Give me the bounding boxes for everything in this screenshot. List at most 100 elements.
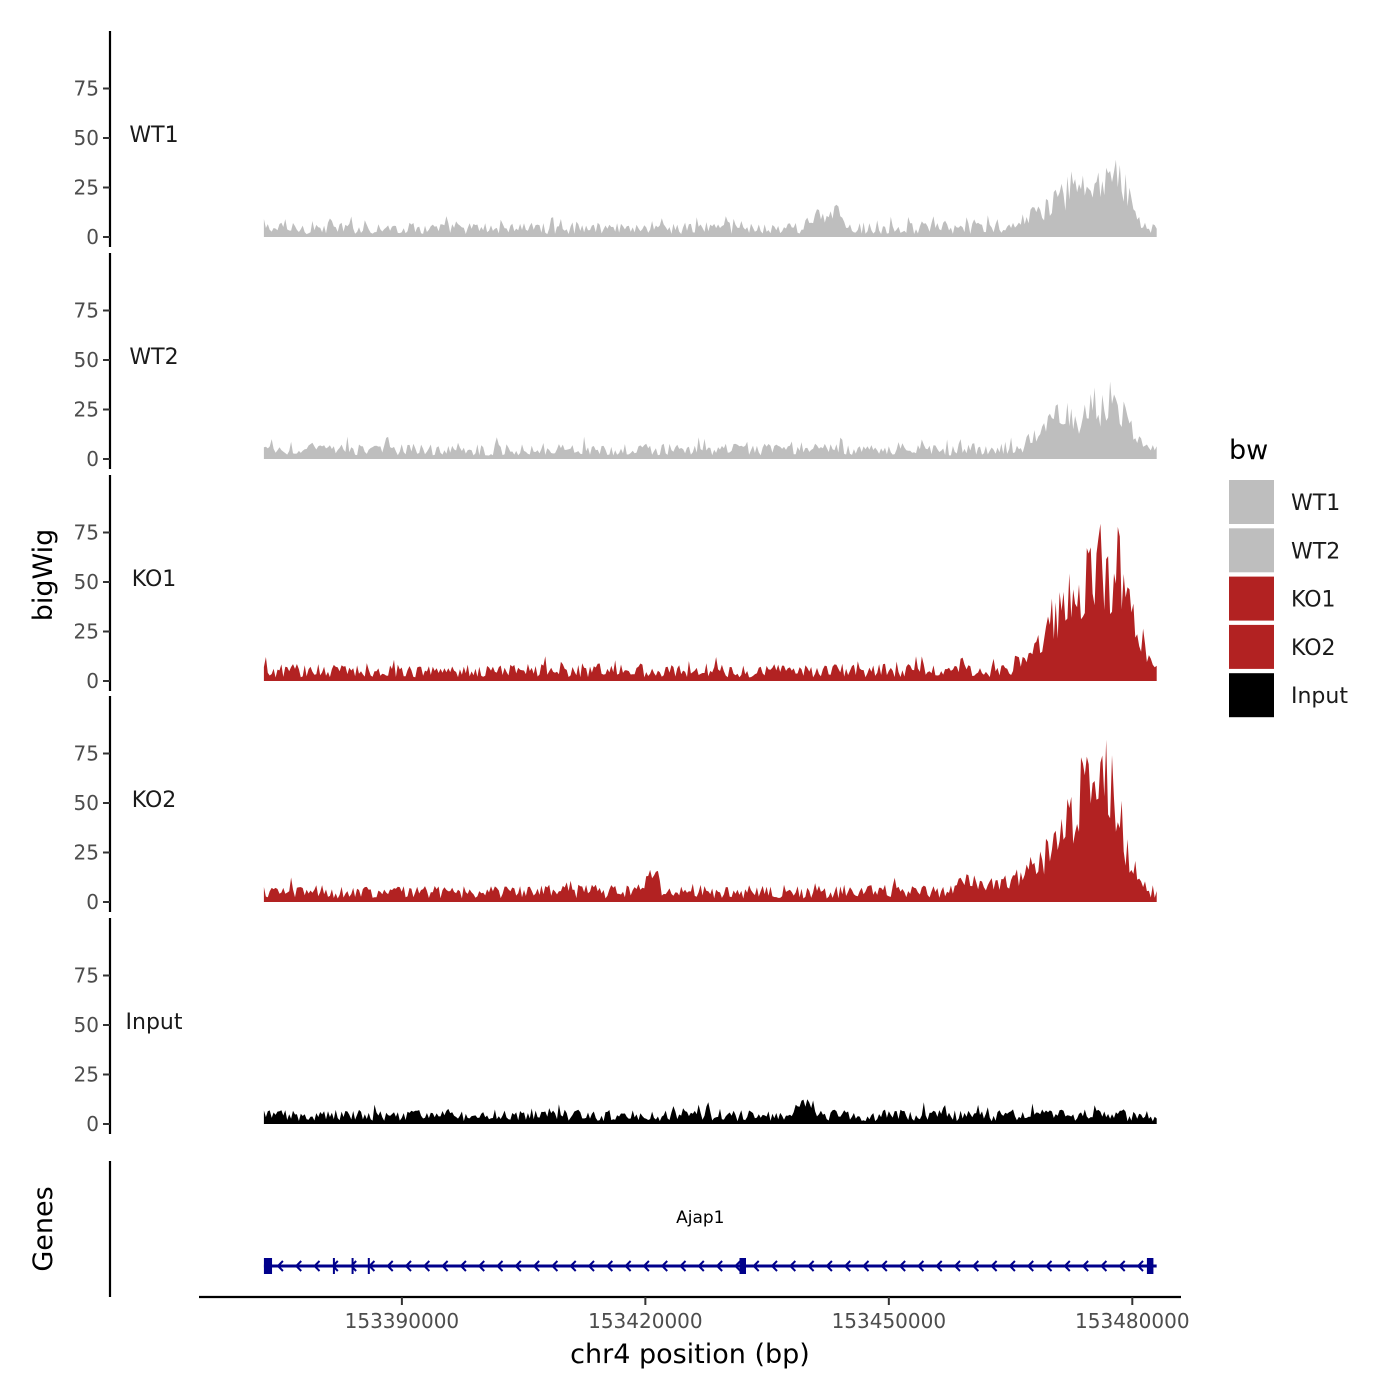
strand-chevron — [276, 1260, 284, 1272]
y-tick-label: 75 — [74, 742, 99, 766]
x-tick-label: 153390000 — [345, 1309, 460, 1333]
strand-chevron — [679, 1260, 687, 1272]
strand-chevron — [880, 1260, 888, 1272]
strand-chevron — [404, 1260, 412, 1272]
x-tick-label: 153420000 — [588, 1309, 703, 1333]
y-tick-label: 75 — [74, 299, 99, 323]
exon — [263, 1258, 273, 1274]
strand-chevron — [441, 1260, 449, 1272]
exon — [739, 1258, 746, 1274]
strand-chevron — [917, 1260, 925, 1272]
strand-chevron — [990, 1260, 998, 1272]
legend-item-ko2: KO2 — [1229, 624, 1336, 669]
y-tick-label: 0 — [86, 1112, 99, 1136]
strand-chevron — [514, 1260, 522, 1272]
strand-chevron — [294, 1260, 302, 1272]
x-axis-title: chr4 position (bp) — [570, 1339, 810, 1370]
exon — [367, 1258, 370, 1274]
x-tick-label: 153480000 — [1075, 1309, 1190, 1333]
y-tick-label: 50 — [74, 1013, 99, 1037]
gene-track: Ajap1 — [108, 1161, 1157, 1297]
y-tick-label: 50 — [74, 570, 99, 594]
legend-swatch — [1229, 528, 1274, 573]
coverage-area-wt2 — [263, 381, 1157, 459]
strand-chevron — [605, 1260, 614, 1272]
gene-panel-title: Genes — [28, 1186, 59, 1271]
strand-chevron — [1118, 1260, 1126, 1272]
legend-item-ko1: KO1 — [1229, 576, 1336, 621]
y-tick-label: 75 — [74, 521, 99, 545]
y-tick-label: 25 — [74, 841, 99, 865]
strand-chevron — [935, 1260, 943, 1272]
legend-label: KO2 — [1291, 636, 1336, 661]
strand-chevron — [953, 1260, 961, 1272]
track-ko2: 0 25 50 75 KO2 — [74, 696, 1157, 914]
strand-chevron — [532, 1260, 540, 1272]
coverage-area-ko1 — [263, 523, 1157, 681]
legend-swatch — [1229, 480, 1274, 524]
coverage-area-ko2 — [263, 739, 1157, 902]
strand-chevron — [862, 1260, 870, 1272]
strand-chevron — [843, 1260, 851, 1272]
gene-label: Ajap1 — [676, 1208, 724, 1228]
y-tick-label: 25 — [74, 398, 99, 422]
legend-swatch — [1229, 576, 1274, 621]
coverage-area-wt1 — [263, 159, 1157, 237]
y-tick-label: 25 — [74, 176, 99, 200]
track-label-wt2: WT2 — [129, 345, 178, 370]
strand-chevron — [788, 1260, 797, 1272]
strand-chevron — [551, 1260, 559, 1272]
strand-chevron — [1136, 1260, 1144, 1272]
strand-chevron — [734, 1260, 742, 1272]
bigwig-tracks: 0 25 50 75 WT1 0 25 50 75 WT2 0 25 50 75 KO1 0 25 50 75 KO2… — [74, 31, 1157, 1136]
strand-chevron — [1081, 1260, 1089, 1272]
strand-chevron — [770, 1260, 778, 1272]
track-label-wt1: WT1 — [129, 123, 178, 148]
strand-chevron — [715, 1260, 723, 1272]
gene-ajap1: Ajap1 — [263, 1208, 1157, 1274]
legend-swatch — [1229, 673, 1274, 718]
strand-chevron — [1063, 1260, 1071, 1272]
track-input: 0 25 50 75 Input — [74, 918, 1157, 1136]
y-tick-label: 0 — [86, 890, 99, 914]
y-tick-label: 0 — [86, 225, 99, 249]
legend-label: WT1 — [1291, 491, 1340, 516]
exon — [1146, 1258, 1154, 1274]
exon — [332, 1258, 335, 1274]
strand-chevron — [477, 1260, 485, 1272]
strand-chevron — [422, 1260, 431, 1272]
legend-title: bw — [1229, 435, 1268, 466]
track-label-ko1: KO1 — [132, 567, 177, 592]
strand-chevron — [898, 1260, 906, 1272]
strand-chevron — [331, 1260, 339, 1272]
strand-chevron — [752, 1260, 760, 1272]
y-tick-label: 25 — [74, 620, 99, 644]
strand-chevron — [807, 1260, 815, 1272]
track-label-input: Input — [126, 1010, 183, 1035]
strand-chevron — [660, 1260, 668, 1272]
strand-chevron — [587, 1260, 595, 1272]
strand-chevron — [1045, 1260, 1053, 1272]
strand-chevron — [624, 1260, 632, 1272]
strand-chevron — [496, 1260, 504, 1272]
strand-chevron — [313, 1260, 321, 1272]
strand-chevron — [1008, 1260, 1016, 1272]
coverage-area-input — [263, 1099, 1157, 1124]
legend-item-wt2: WT2 — [1229, 528, 1340, 573]
strand-chevron — [1026, 1260, 1034, 1272]
y-tick-label: 25 — [74, 1063, 99, 1087]
legend-label: Input — [1291, 684, 1348, 709]
track-wt2: 0 25 50 75 WT2 — [74, 253, 1157, 471]
strand-chevron — [697, 1260, 705, 1272]
legend-item-input: Input — [1229, 673, 1348, 718]
strand-chevron — [1100, 1260, 1108, 1272]
strand-chevron — [349, 1260, 357, 1272]
y-tick-label: 50 — [74, 126, 99, 150]
track-label-ko2: KO2 — [132, 788, 177, 813]
track-ko1: 0 25 50 75 KO1 — [74, 475, 1157, 693]
strand-chevron — [971, 1260, 980, 1272]
exon — [351, 1258, 354, 1274]
track-wt1: 0 25 50 75 WT1 — [74, 31, 1157, 249]
